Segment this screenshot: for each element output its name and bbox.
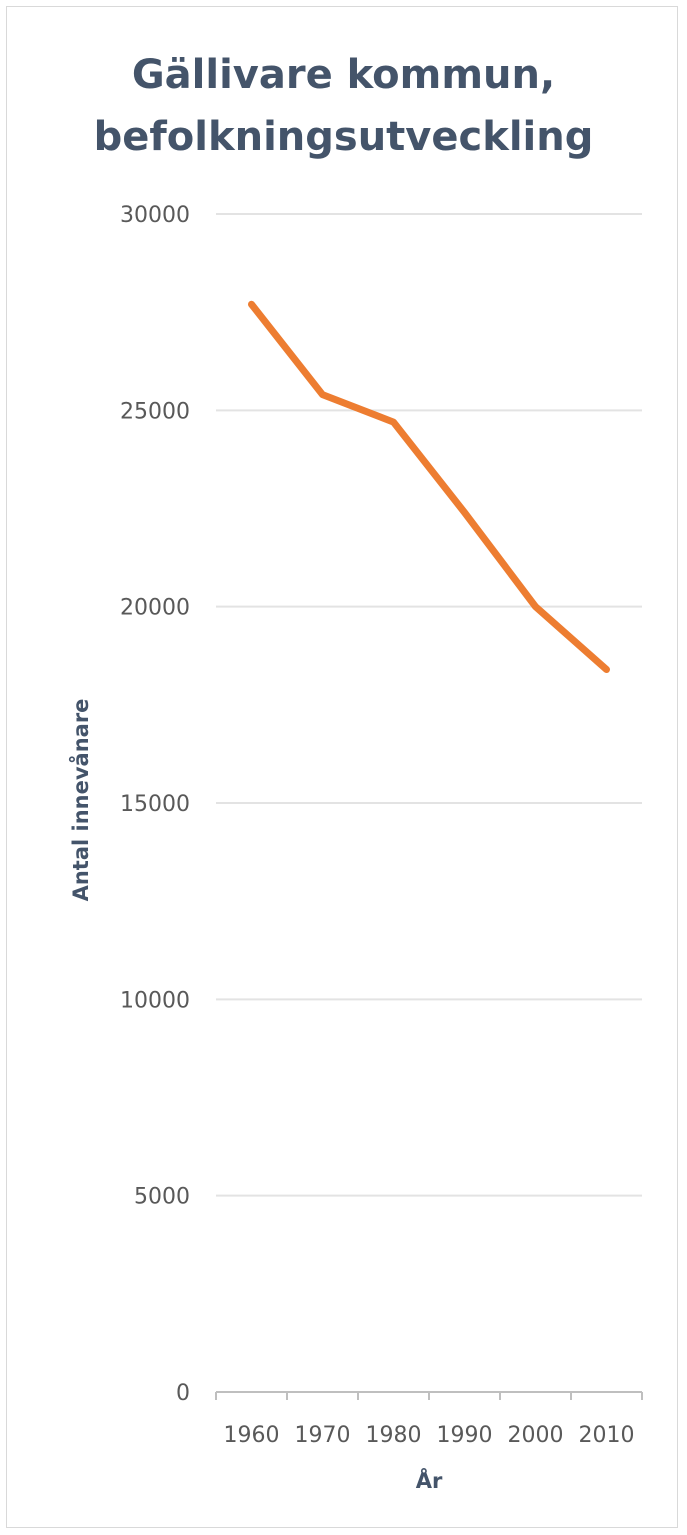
x-tick-label-1990: 1990 <box>437 1423 493 1448</box>
x-tick-label-1980: 1980 <box>366 1423 422 1448</box>
x-axis <box>215 1391 643 1400</box>
x-axis-title: År <box>416 1468 443 1493</box>
chart-title: Gällivare kommun, befolkningsutveckling <box>0 44 687 168</box>
x-tick-label-1960: 1960 <box>224 1423 280 1448</box>
gridlines <box>216 213 642 1197</box>
y-tick-label-10000: 10000 <box>120 988 190 1013</box>
y-tick-label-15000: 15000 <box>120 792 190 817</box>
chart-frame <box>6 6 678 1528</box>
series-line-0 <box>248 300 610 673</box>
y-tick-label-20000: 20000 <box>120 596 190 621</box>
y-tick-label-30000: 30000 <box>120 203 190 228</box>
y-axis-title: Antal innevånare <box>68 699 93 902</box>
y-tick-label-5000: 5000 <box>134 1185 190 1210</box>
chart-title-line-1: Gällivare kommun, <box>131 52 556 98</box>
y-tick-label-0: 0 <box>176 1381 190 1406</box>
x-tick-label-1970: 1970 <box>295 1423 351 1448</box>
chart-title-line-2: befolkningsutveckling <box>93 114 594 160</box>
y-tick-label-25000: 25000 <box>120 399 190 424</box>
x-tick-label-2010: 2010 <box>579 1423 635 1448</box>
x-tick-label-2000: 2000 <box>508 1423 564 1448</box>
x-axis-tick-labels: 1960 1970 1980 1990 2000 2010 <box>224 1423 635 1448</box>
y-axis-tick-labels: 0 5000 10000 15000 20000 25000 30000 <box>120 203 190 1406</box>
series-group <box>248 300 610 673</box>
